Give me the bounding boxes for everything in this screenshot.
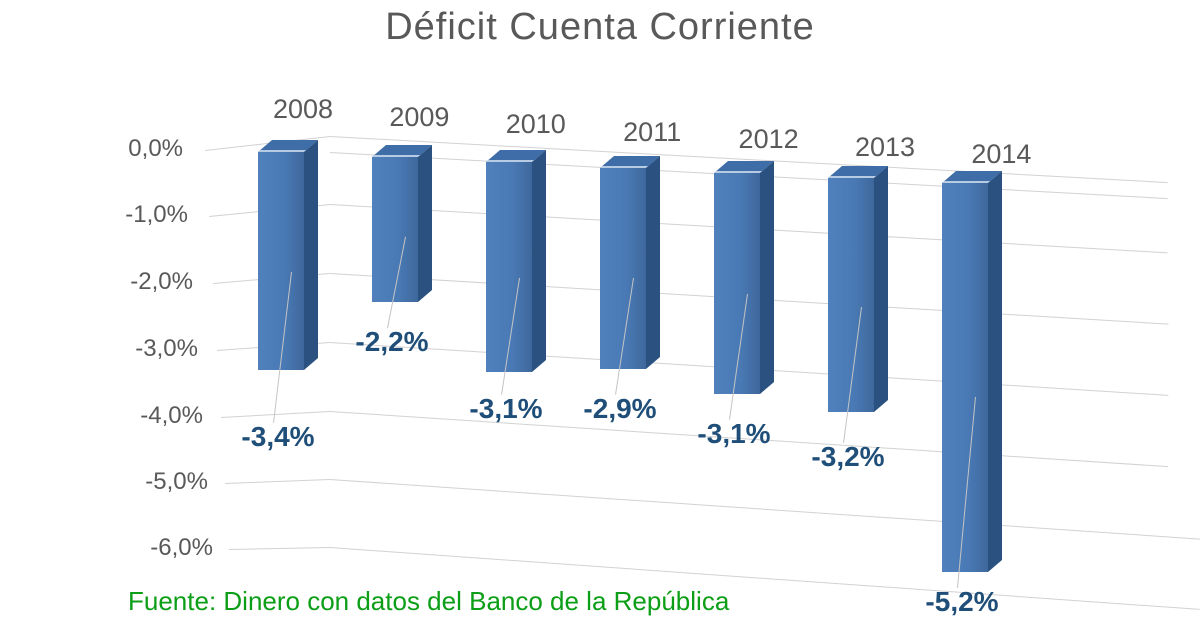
year-label-2011: 2011	[623, 116, 682, 147]
bar-2011	[599, 155, 660, 369]
year-label-2008: 2008	[272, 94, 334, 124]
y-tick--3,0%: -3,0%	[135, 335, 198, 362]
value-label-2014: -5,2%	[925, 586, 999, 617]
bar-side-face	[646, 155, 660, 369]
bar-front-face	[714, 172, 760, 394]
year-label-2012: 2012	[738, 124, 799, 154]
year-label-2010: 2010	[505, 109, 566, 139]
year-label-2009: 2009	[389, 101, 450, 132]
bar-side-face	[760, 160, 774, 394]
gridline--5,0%	[329, 479, 1200, 540]
bar-2012	[713, 160, 774, 394]
bar-front-face	[258, 152, 304, 370]
value-label-2010: -3,1%	[469, 393, 543, 424]
year-label-2013: 2013	[854, 131, 916, 162]
bar-front-face	[828, 178, 874, 412]
value-label-2013: -3,2%	[811, 441, 885, 472]
bar-side-face	[304, 140, 318, 370]
bar-front-face	[942, 183, 988, 573]
bar-side-face	[532, 150, 546, 373]
gridline-wall--5,0%	[225, 479, 331, 484]
value-label-2008: -3,4%	[241, 421, 315, 452]
bar-side-face	[988, 171, 1002, 573]
bar-side-face	[418, 145, 432, 303]
gridline-wall--4,0%	[221, 411, 331, 418]
y-tick--5,0%: -5,0%	[145, 468, 208, 495]
y-tick--2,0%: -2,0%	[130, 268, 193, 295]
value-label-2009: -2,2%	[355, 326, 429, 357]
chart-title: Déficit Cuenta Corriente	[385, 6, 815, 48]
gridline-wall--6,0%	[229, 547, 331, 550]
bar-front-face	[600, 167, 646, 369]
y-tick--4,0%: -4,0%	[140, 402, 203, 429]
value-label-2012: -3,1%	[697, 418, 771, 449]
bar-side-face	[874, 166, 888, 412]
bar-front-face	[486, 162, 532, 373]
value-label-2011: -2,9%	[583, 393, 657, 424]
bar-2009	[371, 145, 432, 303]
bar-2014	[941, 171, 1002, 573]
bar-2010	[485, 150, 546, 373]
year-label-2014: 2014	[971, 139, 1032, 169]
y-tick--1,0%: -1,0%	[125, 201, 188, 228]
y-tick-0,0%: 0,0%	[128, 135, 183, 162]
source-caption: Fuente: Dinero con datos del Banco de la…	[128, 586, 730, 616]
bar-2008	[257, 140, 318, 370]
bar-front-face	[372, 157, 418, 303]
y-tick--6,0%: -6,0%	[150, 534, 213, 561]
bar-2013	[827, 166, 888, 412]
